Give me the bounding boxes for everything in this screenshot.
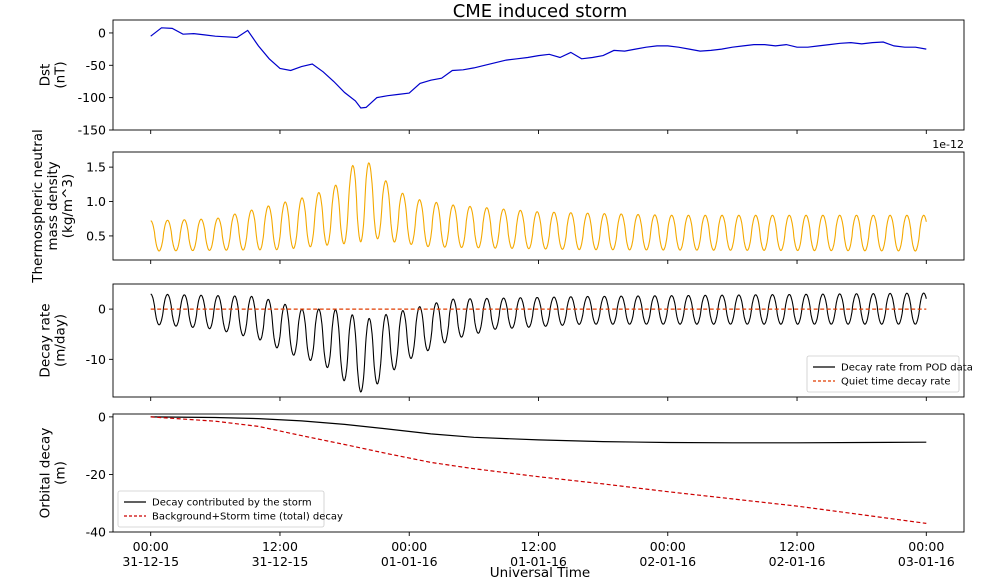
legend-box [117, 490, 325, 528]
series-line-density-0 [150, 162, 927, 252]
x-tick-label-date: 31-12-15 [252, 554, 309, 569]
legend: Decay rate from POD data Quiet time decay… [806, 355, 973, 393]
panel-density: 0.5 1.0 1.5 1e-12 Thermospheric neutral mass … [30, 129, 965, 284]
panel-decay_rate: 0 -10 Decay rate (m/day) Decay rate from POD… [38, 283, 973, 401]
y-tick-label: -40 [86, 525, 106, 540]
series-line-orbital_decay-1 [150, 416, 927, 524]
x-tick-label-date: 02-01-16 [769, 554, 826, 569]
x-tick-label-date: 31-12-15 [122, 554, 179, 569]
y-tick-label: -20 [86, 467, 106, 482]
panel-dst: 0 -50 -100 -150 Dst (nT) [38, 19, 965, 138]
x-tick-label-date: 01-01-16 [510, 554, 567, 569]
panel-orbital_decay: 0 -20 -40 Orbital decay (m) Decay contributed… [38, 409, 965, 540]
x-tick-label-time: 12:00 [262, 539, 298, 554]
x-tick-label-time: 12:00 [520, 539, 556, 554]
y-axis-label: (m) [53, 461, 69, 485]
y-tick-label: 0 [98, 302, 106, 317]
legend-entry: Decay rate from POD data [841, 363, 973, 374]
y-axis-label: Decay rate [38, 303, 54, 377]
x-tick-label-time: 00:00 [650, 539, 686, 554]
y-axis-label: (nT) [53, 61, 69, 88]
x-tick-label-time: 00:00 [133, 539, 169, 554]
y-tick-label: 1.0 [86, 194, 106, 209]
y-axis-label: Orbital decay [38, 428, 54, 519]
y-axis-label: mass density [45, 161, 61, 250]
y-tick-label: 0 [98, 25, 106, 40]
x-axis: 00:0031-12-1512:0031-12-1500:0001-01-161… [122, 539, 954, 569]
legend-entry: Background+Storm time (total) decay [152, 512, 343, 523]
series-line-decay_rate-0 [150, 292, 927, 393]
x-tick-label-time: 00:00 [391, 539, 427, 554]
legend-entry: Decay contributed by the storm [152, 498, 312, 509]
chart-title: CME induced storm [453, 1, 628, 22]
y-tick-label: -50 [86, 58, 106, 73]
y-axis-label: (m/day) [53, 314, 69, 367]
series-line-dst-0 [150, 27, 927, 109]
legend: Decay contributed by the storm Background… [117, 490, 343, 528]
y-tick-label: -10 [86, 352, 106, 367]
x-axis-label: Universal Time [490, 565, 590, 579]
series-line-orbital_decay-0 [150, 416, 927, 444]
legend-box [806, 355, 960, 393]
y-axis-label: Dst [38, 64, 54, 87]
y-axis-label: (kg/m^3) [60, 174, 76, 239]
x-tick-label-date: 02-01-16 [639, 554, 696, 569]
panel-frame [112, 19, 965, 131]
x-tick-label-date: 01-01-16 [381, 554, 438, 569]
y-axis-label: Thermospheric neutral [30, 129, 46, 284]
y-tick-label: 0 [98, 409, 106, 424]
legend-entry: Quiet time decay rate [841, 377, 951, 388]
x-tick-label-time: 00:00 [908, 539, 944, 554]
y-tick-label: 1.5 [86, 160, 106, 175]
x-tick-label-time: 12:00 [779, 539, 815, 554]
x-tick-label-date: 03-01-16 [898, 554, 955, 569]
y-tick-label: -100 [78, 90, 106, 105]
y-tick-label: -150 [78, 123, 106, 138]
y-tick-label: 0.5 [86, 228, 106, 243]
y-offset-label: 1e-12 [932, 138, 964, 151]
